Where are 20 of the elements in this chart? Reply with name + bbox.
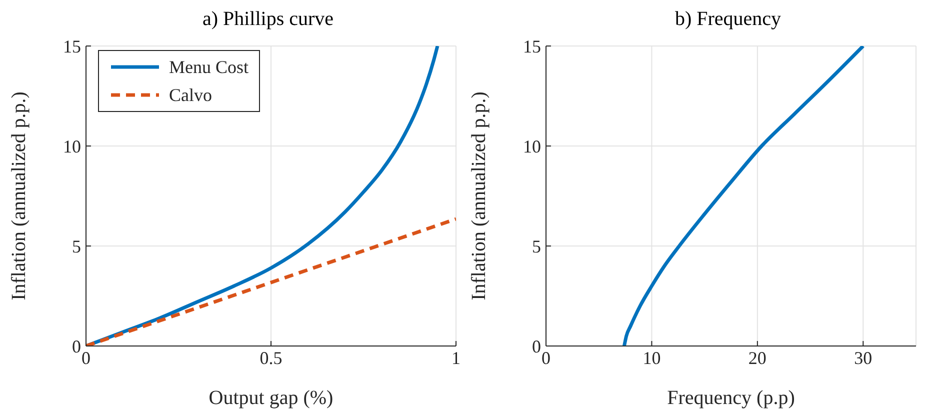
x-tick-label: 0.5 — [260, 348, 282, 368]
y-tick-label: 10 — [523, 136, 541, 156]
y-tick-label: 10 — [63, 136, 81, 156]
chart-title: b) Frequency — [674, 8, 782, 32]
x-tick-label: 20 — [748, 348, 766, 368]
line-series — [622, 46, 865, 346]
y-axis-title: Inflation (annualized p.p.) — [8, 92, 30, 300]
x-tick-label: 30 — [854, 348, 872, 368]
y-tick-label: 15 — [523, 36, 541, 56]
x-axis-title: Output gap (%) — [208, 387, 334, 409]
y-tick-label: 5 — [532, 236, 541, 256]
legend-label: Menu Cost — [169, 56, 249, 79]
y-tick-label: 15 — [63, 36, 81, 56]
x-axis-title: Frequency (p.p) — [667, 387, 795, 409]
x-tick-label: 1 — [452, 348, 460, 368]
y-tick-label: 5 — [72, 236, 81, 256]
x-tick-label: 10 — [642, 348, 661, 368]
y-axis-title: Inflation (annualized p.p.) — [468, 92, 490, 300]
chart-title: a) Phillips curve — [201, 8, 335, 32]
legend-label: Calvo — [169, 84, 212, 107]
